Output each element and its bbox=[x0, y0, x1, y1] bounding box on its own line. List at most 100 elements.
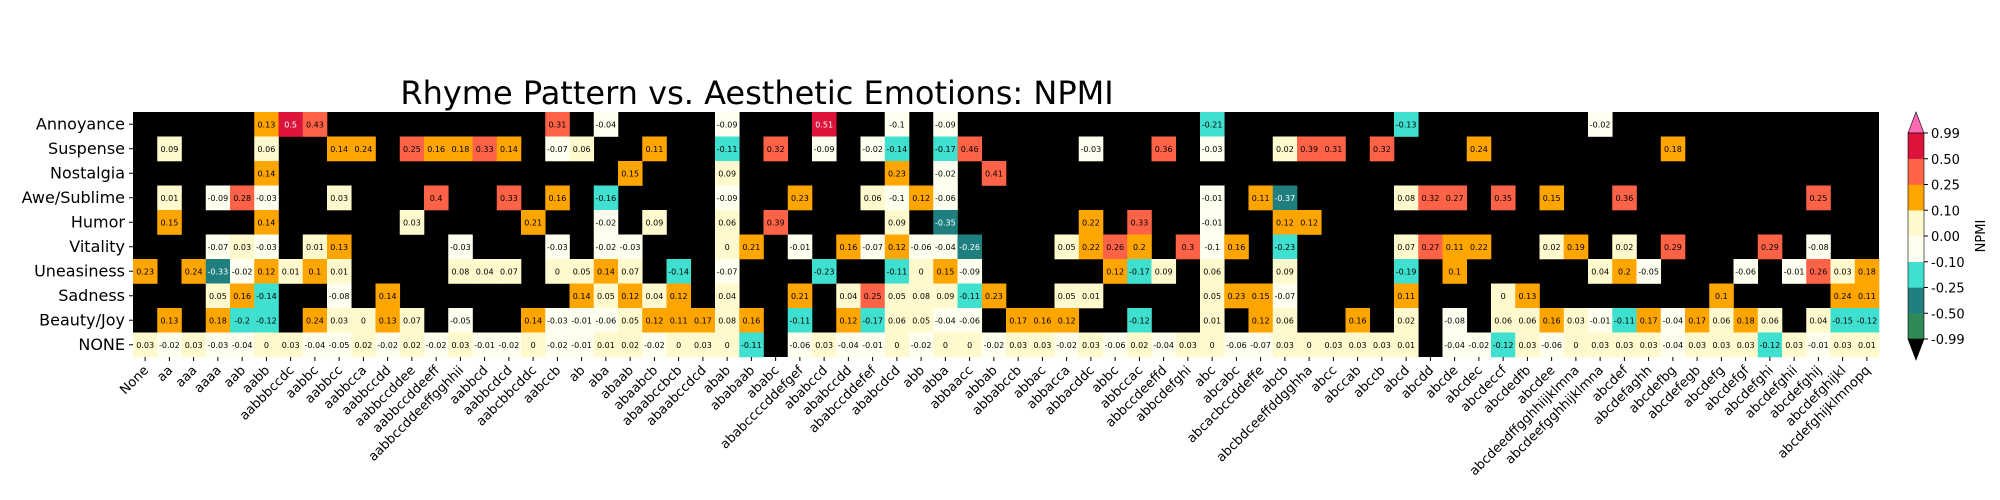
cell-value-label: 0.16 bbox=[233, 292, 251, 301]
heatmap-cell bbox=[1054, 234, 1080, 260]
heatmap-cell bbox=[1394, 259, 1419, 284]
heatmap-cell bbox=[399, 136, 425, 162]
heatmap-cell bbox=[1563, 332, 1589, 358]
heatmap-cell bbox=[1321, 136, 1346, 162]
heatmap-cell bbox=[642, 136, 667, 162]
heatmap-cell bbox=[1539, 185, 1565, 211]
row-label: Awe/Sublime bbox=[22, 188, 125, 207]
cell-value-label: 0 bbox=[1210, 341, 1215, 350]
heatmap-cell bbox=[933, 283, 958, 309]
cell-value-label: 0.08 bbox=[1397, 194, 1415, 203]
heatmap-cell bbox=[1224, 332, 1249, 358]
heatmap-cell bbox=[1297, 210, 1322, 235]
cell-value-label: -0.33 bbox=[208, 267, 229, 276]
cell-value-label: -0.26 bbox=[959, 243, 980, 252]
cell-value-label: 0.02 bbox=[1276, 145, 1294, 154]
cell-value-label: -0.04 bbox=[232, 341, 253, 350]
heatmap-cell bbox=[1685, 332, 1710, 358]
cell-value-label: 0.03 bbox=[1276, 341, 1294, 350]
cell-value-label: 0.11 bbox=[1397, 292, 1415, 301]
heatmap-cell bbox=[1127, 210, 1152, 235]
cell-value-label: 0.31 bbox=[1324, 145, 1342, 154]
heatmap-cell bbox=[375, 308, 401, 333]
cell-value-label: -0.03 bbox=[256, 194, 277, 203]
heatmap-cell bbox=[981, 161, 1007, 186]
heatmap-cell bbox=[1636, 259, 1662, 284]
heatmap-cell bbox=[254, 308, 279, 333]
heatmap-cell bbox=[1491, 283, 1516, 309]
cell-value-label: 0.09 bbox=[888, 218, 906, 227]
cell-value-label: 0.12 bbox=[912, 194, 930, 203]
heatmap-cell bbox=[1588, 112, 1613, 137]
heatmap-cell bbox=[1806, 259, 1831, 284]
heatmap-cell bbox=[1588, 308, 1613, 333]
heatmap-cell bbox=[1418, 185, 1443, 211]
heatmap-cell bbox=[399, 210, 425, 235]
heatmap-cell bbox=[618, 161, 643, 186]
cell-value-label: -0.12 bbox=[256, 316, 277, 325]
heatmap-cell bbox=[666, 332, 692, 358]
cell-value-label: -0.02 bbox=[159, 341, 180, 350]
cell-value-label: 0.11 bbox=[1252, 194, 1270, 203]
cell-value-label: -0.03 bbox=[1081, 145, 1102, 154]
cell-value-label: 0.05 bbox=[209, 292, 227, 301]
cell-value-label: 0.43 bbox=[306, 120, 324, 129]
cell-value-label: -0.11 bbox=[790, 316, 811, 325]
cell-value-label: -0.02 bbox=[377, 341, 398, 350]
cell-value-label: 0.13 bbox=[160, 316, 178, 325]
cell-value-label: -0.04 bbox=[596, 120, 617, 129]
cell-value-label: -0.37 bbox=[1275, 194, 1296, 203]
cell-value-label: 0.07 bbox=[1397, 243, 1415, 252]
colorbar-tick-label: 0.50 bbox=[1931, 153, 1960, 168]
cell-value-label: 0.11 bbox=[670, 316, 688, 325]
cell-value-label: 0.16 bbox=[427, 145, 445, 154]
cell-value-label: 0.12 bbox=[670, 292, 688, 301]
cell-value-label: 0.03 bbox=[1179, 341, 1197, 350]
cell-value-label: 0.02 bbox=[1130, 341, 1148, 350]
heatmap-cell bbox=[884, 308, 910, 333]
heatmap-cell bbox=[1709, 283, 1734, 309]
heatmap-cell bbox=[1078, 332, 1104, 358]
heatmap-cell bbox=[327, 283, 352, 309]
heatmap-cell bbox=[1200, 112, 1225, 137]
cell-value-label: 0.08 bbox=[451, 267, 469, 276]
cell-value-label: 0.01 bbox=[160, 194, 178, 203]
cell-value-label: 0.15 bbox=[1543, 194, 1561, 203]
heatmap-cell bbox=[666, 308, 692, 333]
heatmap-cell bbox=[884, 185, 910, 211]
heatmap-cell bbox=[909, 185, 934, 211]
heatmap-cell bbox=[1127, 259, 1152, 284]
heatmap-cell bbox=[545, 112, 570, 137]
cell-value-label: 0.33 bbox=[1130, 218, 1148, 227]
cell-value-label: -0.06 bbox=[1226, 341, 1247, 350]
cell-value-label: 0.03 bbox=[1834, 341, 1852, 350]
heatmap-cell bbox=[933, 185, 958, 211]
cell-value-label: -0.23 bbox=[1275, 243, 1296, 252]
heatmap-cell bbox=[1151, 259, 1177, 284]
heatmap-cell bbox=[884, 112, 910, 137]
cell-value-label: 0.51 bbox=[815, 120, 833, 129]
cell-value-label: 0.22 bbox=[1082, 218, 1100, 227]
heatmap-cell bbox=[1127, 308, 1152, 333]
heatmap-cell bbox=[424, 332, 449, 358]
heatmap-cell bbox=[254, 332, 279, 358]
heatmap-cell bbox=[230, 283, 255, 309]
heatmap-cell bbox=[1830, 308, 1856, 333]
cell-value-label: 0.01 bbox=[1858, 341, 1876, 350]
heatmap-cell bbox=[933, 210, 958, 235]
cell-value-label: 0.14 bbox=[330, 145, 348, 154]
heatmap-cell bbox=[1491, 185, 1516, 211]
cell-value-label: 0.24 bbox=[354, 145, 372, 154]
cell-value-label: 0.09 bbox=[1276, 267, 1294, 276]
cell-value-label: 0.14 bbox=[257, 218, 275, 227]
heatmap-cell bbox=[933, 332, 958, 358]
cell-value-label: -0.14 bbox=[668, 267, 689, 276]
cell-value-label: -0.05 bbox=[329, 341, 350, 350]
heatmap-cell bbox=[254, 210, 279, 235]
heatmap-cell bbox=[715, 210, 740, 235]
cell-value-label: 0.12 bbox=[645, 316, 663, 325]
heatmap-cell bbox=[593, 308, 619, 333]
cell-value-label: 0.04 bbox=[1591, 267, 1609, 276]
heatmap-cell bbox=[1054, 332, 1080, 358]
heatmap-cell bbox=[836, 308, 861, 333]
